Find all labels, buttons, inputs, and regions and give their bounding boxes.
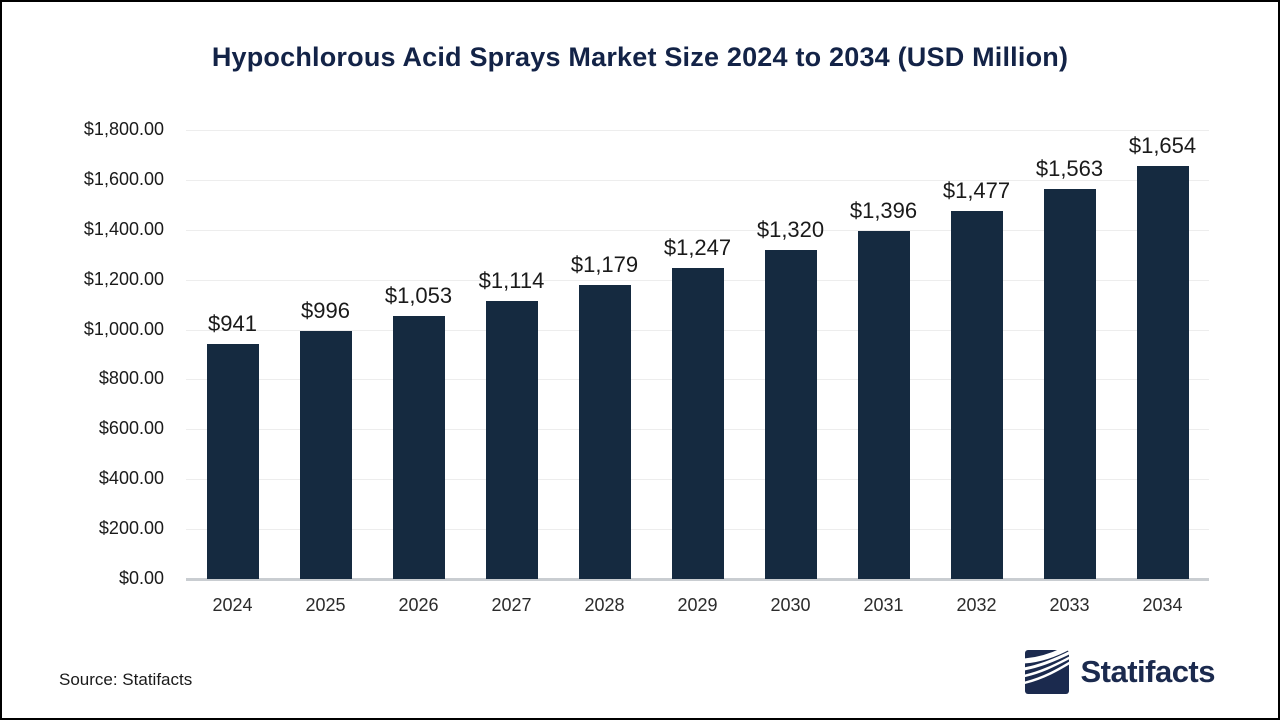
y-tick-label: $1,800.00 <box>83 119 164 139</box>
brand-name: Statifacts <box>1080 654 1215 689</box>
x-tick-label: 2024 <box>212 595 253 615</box>
x-tick-label: 2026 <box>398 595 439 615</box>
y-tick-label: $0.00 <box>118 568 164 588</box>
gridline <box>186 229 1209 231</box>
chart-title: Hypochlorous Acid Sprays Market Size 202… <box>211 42 1069 72</box>
gridline <box>186 130 1209 131</box>
y-tick-label: $1,000.00 <box>83 318 164 339</box>
y-tick-label: $400.00 <box>98 468 164 489</box>
x-tick-label: 2032 <box>956 595 997 615</box>
x-tick-label: 2027 <box>491 595 532 615</box>
bar <box>299 331 352 579</box>
bar <box>857 231 910 579</box>
y-tick-label: $600.00 <box>98 418 164 439</box>
bar-value-label: $996 <box>301 298 350 323</box>
y-tick-label: $1,400.00 <box>83 218 164 239</box>
bar-value-label: $941 <box>208 311 257 336</box>
y-tick-label: $1,600.00 <box>83 168 164 189</box>
bar-value-label: $1,320 <box>756 217 825 242</box>
bar <box>578 285 631 579</box>
bar <box>671 268 724 579</box>
bar-value-label: $1,396 <box>849 198 918 223</box>
source-text: Source: Statifacts <box>59 670 193 689</box>
bar <box>392 316 445 579</box>
x-tick-label: 2030 <box>770 595 811 615</box>
brand-logo: Statifacts <box>1024 643 1215 696</box>
x-tick-label: 2029 <box>677 595 718 615</box>
gridline <box>186 179 1209 181</box>
bar <box>764 250 817 579</box>
x-tick-label: 2031 <box>863 595 904 615</box>
bar-value-label: $1,114 <box>478 268 545 293</box>
y-tick-label: $1,200.00 <box>83 268 164 289</box>
x-tick-label: 2034 <box>1142 595 1183 615</box>
bar-value-label: $1,477 <box>942 178 1011 203</box>
bar <box>485 301 538 579</box>
bar-value-label: $1,247 <box>663 235 732 260</box>
statifacts-wave-icon <box>1024 643 1073 696</box>
bar-value-label: $1,654 <box>1128 133 1197 158</box>
bar-value-label: $1,053 <box>384 283 453 308</box>
bar <box>1043 189 1096 579</box>
bar-value-label: $1,179 <box>570 252 639 277</box>
bar <box>950 211 1003 579</box>
bar-value-label: $1,563 <box>1035 156 1104 181</box>
x-tick-label: 2025 <box>305 595 346 615</box>
bar <box>1136 166 1189 579</box>
x-axis-baseline <box>186 578 1209 581</box>
y-tick-label: $800.00 <box>98 368 164 389</box>
bar <box>206 344 259 579</box>
x-tick-label: 2033 <box>1049 595 1090 615</box>
x-tick-label: 2028 <box>584 595 625 615</box>
y-tick-label: $200.00 <box>98 518 164 539</box>
